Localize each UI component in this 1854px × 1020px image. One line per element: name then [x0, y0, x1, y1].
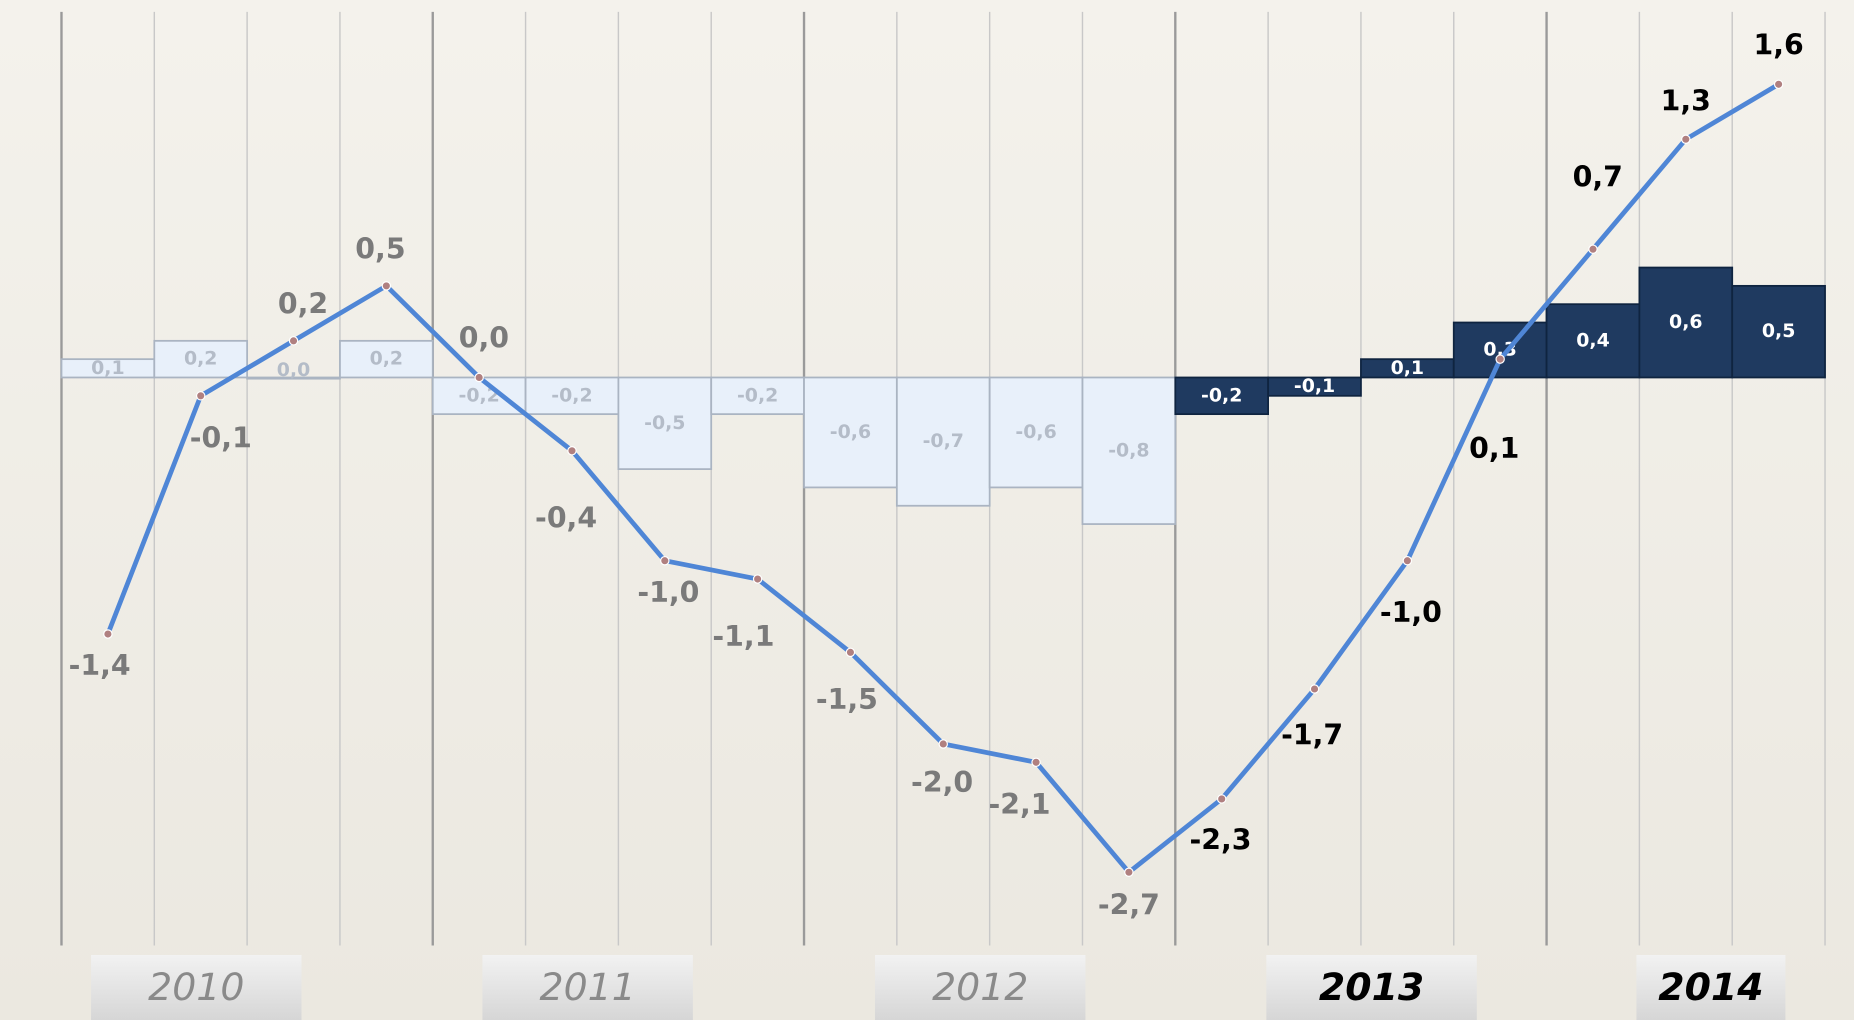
- year-label: 2011: [540, 965, 636, 1009]
- bar: [710, 376, 805, 416]
- point-label: 1,6: [1753, 28, 1803, 61]
- bar-label: -0,6: [1015, 421, 1056, 443]
- point-label: -0,4: [535, 501, 597, 534]
- point-label: 0,5: [355, 232, 405, 265]
- point-label: 1,3: [1661, 85, 1711, 118]
- bar-label: -0,8: [1108, 439, 1149, 461]
- year-box: [1266, 954, 1477, 1020]
- bar-label: -0,2: [458, 384, 499, 406]
- year-label: 2012: [932, 965, 1028, 1009]
- bar: [153, 339, 249, 379]
- point: [938, 739, 948, 749]
- bar-label: -0,2: [1201, 384, 1242, 406]
- point-label: -1,1: [712, 620, 774, 653]
- bar-label: -0,7: [923, 430, 964, 452]
- year-box: [91, 954, 302, 1020]
- point: [1216, 794, 1227, 804]
- point-label: 0,2: [278, 287, 328, 320]
- point: [1124, 867, 1134, 877]
- point: [567, 446, 577, 456]
- bar: [431, 376, 527, 416]
- point: [1031, 757, 1041, 768]
- point: [288, 336, 299, 346]
- point: [1402, 555, 1413, 566]
- point: [195, 391, 206, 401]
- point-label: 0,7: [1573, 160, 1623, 193]
- bar-label: -0,5: [644, 412, 685, 434]
- bar-label: 0,2: [370, 348, 404, 370]
- point: [752, 574, 763, 584]
- bar-label: -0,2: [737, 384, 778, 406]
- bar-label: 0,5: [1762, 320, 1796, 342]
- bar: [339, 339, 434, 379]
- bar: [1081, 376, 1177, 525]
- bar-label: 0,1: [1391, 357, 1425, 379]
- year-label: 2013: [1319, 965, 1424, 1009]
- bar: [1267, 376, 1362, 397]
- point-label: -1,4: [69, 649, 131, 682]
- point: [845, 647, 856, 658]
- point: [1681, 134, 1691, 144]
- point-label: -2,1: [989, 788, 1051, 821]
- bar: [803, 376, 898, 489]
- point-label: -2,3: [1190, 823, 1252, 856]
- bar: [1545, 303, 1641, 379]
- point-label: -1,7: [1281, 718, 1343, 751]
- point-label: -0,1: [190, 422, 252, 455]
- point: [1309, 684, 1320, 694]
- point: [103, 629, 113, 639]
- point: [474, 372, 484, 383]
- point-label: -2,0: [911, 766, 973, 799]
- bar-label: 0,4: [1576, 329, 1610, 351]
- point-label: -1,0: [1380, 596, 1442, 629]
- point-label: -1,5: [816, 683, 878, 716]
- point: [381, 281, 392, 291]
- point: [1588, 244, 1598, 254]
- bar-label: 0,0: [277, 359, 311, 381]
- plot: 0,1 0,2 0,0 0,2 -0,2 -0,2 -0,5 -0,2 -0,6 -0,7 -0,6…: [60, 11, 1826, 1020]
- point-label: -2,7: [1098, 889, 1160, 922]
- year-label: 2010: [148, 965, 244, 1009]
- bar: [895, 376, 991, 507]
- point: [1495, 354, 1505, 364]
- point: [1773, 79, 1784, 90]
- year-label: 2014: [1658, 965, 1763, 1009]
- year-box: [1636, 954, 1786, 1020]
- bar: [1731, 284, 1826, 379]
- bar-label: -0,1: [1294, 375, 1335, 397]
- bar-label: -0,2: [551, 384, 592, 406]
- bar-label: 0,3: [1483, 338, 1517, 360]
- bar-label: 0,6: [1669, 311, 1703, 333]
- bar-label: -0,6: [830, 421, 871, 443]
- bar-label: 0,2: [184, 348, 218, 370]
- point-label: 0,1: [1469, 432, 1519, 465]
- bar: [988, 376, 1084, 489]
- point: [660, 555, 670, 566]
- point-label: 0,0: [459, 322, 509, 355]
- year-box: [874, 954, 1086, 1020]
- bar: [617, 376, 713, 470]
- bar: [1174, 376, 1270, 416]
- bar: [1452, 321, 1548, 379]
- bar-label: 0,1: [91, 357, 125, 379]
- point-label: -1,0: [637, 576, 699, 609]
- year-box: [482, 954, 693, 1020]
- bar: [1638, 266, 1734, 379]
